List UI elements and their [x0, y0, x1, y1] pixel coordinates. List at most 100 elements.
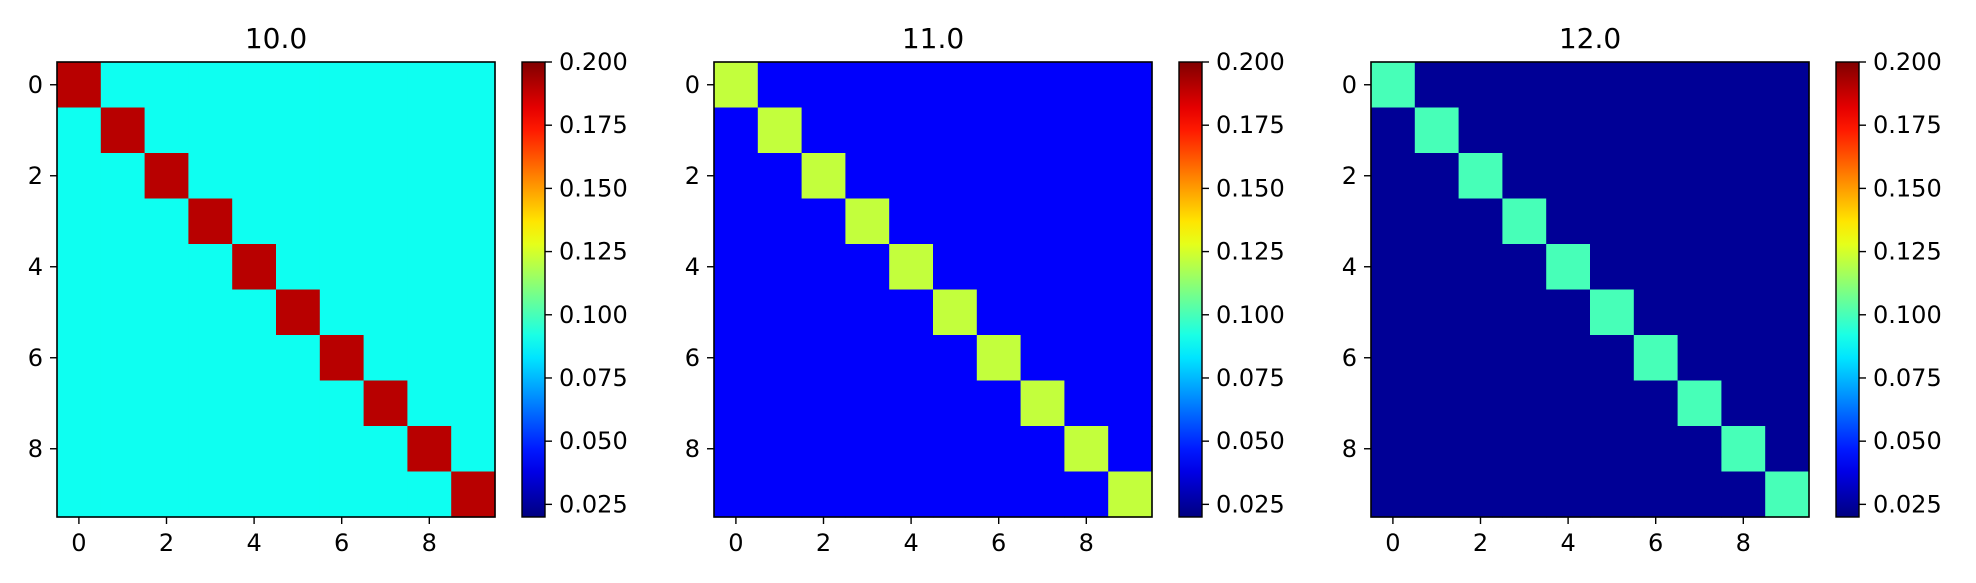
y-tick-label: 6	[685, 344, 700, 372]
heatmap-cell	[1765, 153, 1810, 200]
heatmap-cell	[889, 335, 934, 382]
heatmap-cell	[714, 289, 759, 336]
heatmap-cell	[1064, 380, 1109, 427]
heatmap-cell	[100, 62, 146, 109]
heatmap-cell	[1721, 289, 1766, 336]
heatmap-cell	[1458, 380, 1503, 427]
heatmap-cell	[1765, 426, 1810, 473]
heatmap-cell	[1546, 153, 1591, 200]
heatmap-cell	[100, 244, 146, 291]
heatmap-cell	[1064, 107, 1109, 154]
x-tick-label: 4	[1560, 529, 1575, 557]
heatmap-cell	[1108, 198, 1153, 245]
heatmap-cell	[1765, 335, 1810, 382]
heatmap-cell	[1546, 289, 1591, 336]
heatmap-cell	[1458, 471, 1503, 518]
heatmap-cell	[1590, 380, 1635, 427]
heatmap-cell	[188, 471, 233, 518]
y-tick-label: 8	[685, 435, 700, 463]
heatmap-cell	[276, 244, 321, 291]
heatmap-cell	[1020, 153, 1065, 200]
x-tick-label: 8	[1079, 529, 1094, 557]
heatmap-cell	[1721, 198, 1766, 245]
heatmap-cell	[845, 426, 890, 473]
heatmap-cell	[1020, 198, 1065, 245]
colorbar-tick-label: 0.125	[559, 238, 628, 266]
heatmap-cell	[100, 198, 146, 245]
heatmap-cell	[845, 153, 890, 200]
heatmap-cell	[451, 244, 496, 291]
heatmap-cell	[845, 335, 890, 382]
heatmap-cell	[1371, 153, 1416, 200]
heatmap-cell	[1108, 153, 1153, 200]
heatmap-cell	[1502, 244, 1547, 291]
heatmap-cell	[1721, 380, 1766, 427]
heatmap-cell	[1721, 244, 1766, 291]
heatmap-cell	[1458, 107, 1503, 154]
heatmap-cell	[232, 471, 277, 518]
heatmap-cell	[1064, 198, 1109, 245]
heatmap-cell	[57, 335, 102, 382]
heatmap-cell	[1677, 289, 1722, 336]
heatmap-cell	[976, 244, 1022, 291]
heatmap-cell	[363, 289, 408, 336]
colorbar	[521, 61, 546, 518]
heatmap-cell	[144, 335, 189, 382]
heatmap-cell	[407, 471, 452, 518]
heatmap-cell	[276, 426, 321, 473]
y-tick-label: 2	[1342, 162, 1357, 190]
heatmap-cell	[1108, 107, 1153, 154]
heatmap-cell	[1371, 380, 1416, 427]
heatmap-cell	[1108, 335, 1153, 382]
heatmap-cell	[451, 380, 496, 427]
heatmap-cell	[1721, 107, 1766, 154]
heatmap-cell	[232, 198, 277, 245]
heatmap-cell	[1677, 335, 1722, 382]
heatmap-cell	[1677, 198, 1722, 245]
heatmap-cell	[1590, 335, 1635, 382]
heatmap-cell	[889, 289, 934, 336]
heatmap-cell	[757, 244, 803, 291]
heatmap-cell	[57, 426, 102, 473]
colorbar-tick-label: 0.200	[1873, 48, 1942, 76]
heatmap-cell	[319, 62, 365, 109]
heatmap-cell	[1064, 244, 1109, 291]
heatmap-cell	[1414, 335, 1460, 382]
heatmap-cell	[1765, 62, 1810, 109]
heatmap-cell	[1502, 426, 1547, 473]
colorbar-tick-label: 0.075	[1216, 364, 1285, 392]
heatmap-cell	[889, 380, 934, 427]
heatmap-cell	[1108, 426, 1153, 473]
heatmap-cell	[1677, 153, 1722, 200]
x-tick-label: 8	[422, 529, 437, 557]
heatmap-cell	[1633, 471, 1679, 518]
heatmap-cell	[363, 153, 408, 200]
heatmap-cell	[319, 153, 365, 200]
heatmap-cell	[363, 107, 408, 154]
heatmap-cell	[1414, 289, 1460, 336]
heatmap-cell	[100, 471, 146, 518]
heatmap-cell-diagonal	[451, 471, 496, 518]
heatmap-panel-1: 11.0 0 2 4 6 8 0 2 4 6 8 0.025 0.050 0.075 0.100 0.125 0…	[685, 22, 1285, 557]
heatmap-cell	[1414, 198, 1460, 245]
heatmap-cell	[1371, 471, 1416, 518]
heatmap-cell	[801, 380, 846, 427]
heatmap-cell	[451, 426, 496, 473]
heatmap-cell-diagonal	[100, 107, 146, 154]
heatmap-cell	[57, 380, 102, 427]
heatmap-cell	[319, 380, 365, 427]
heatmap-cell	[363, 244, 408, 291]
heatmap-cell-diagonal	[889, 244, 934, 291]
heatmap-cell	[1108, 289, 1153, 336]
heatmap-cell-diagonal	[363, 380, 408, 427]
heatmap-cell-diagonal	[801, 153, 846, 200]
colorbar-tick-label: 0.150	[559, 174, 628, 202]
heatmap-cell	[100, 335, 146, 382]
heatmap-cell	[144, 62, 189, 109]
x-tick-label: 6	[1648, 529, 1663, 557]
heatmap-cell	[1108, 244, 1153, 291]
heatmap-cell	[757, 471, 803, 518]
heatmap-cell	[319, 198, 365, 245]
heatmap-cell-diagonal	[1502, 198, 1547, 245]
